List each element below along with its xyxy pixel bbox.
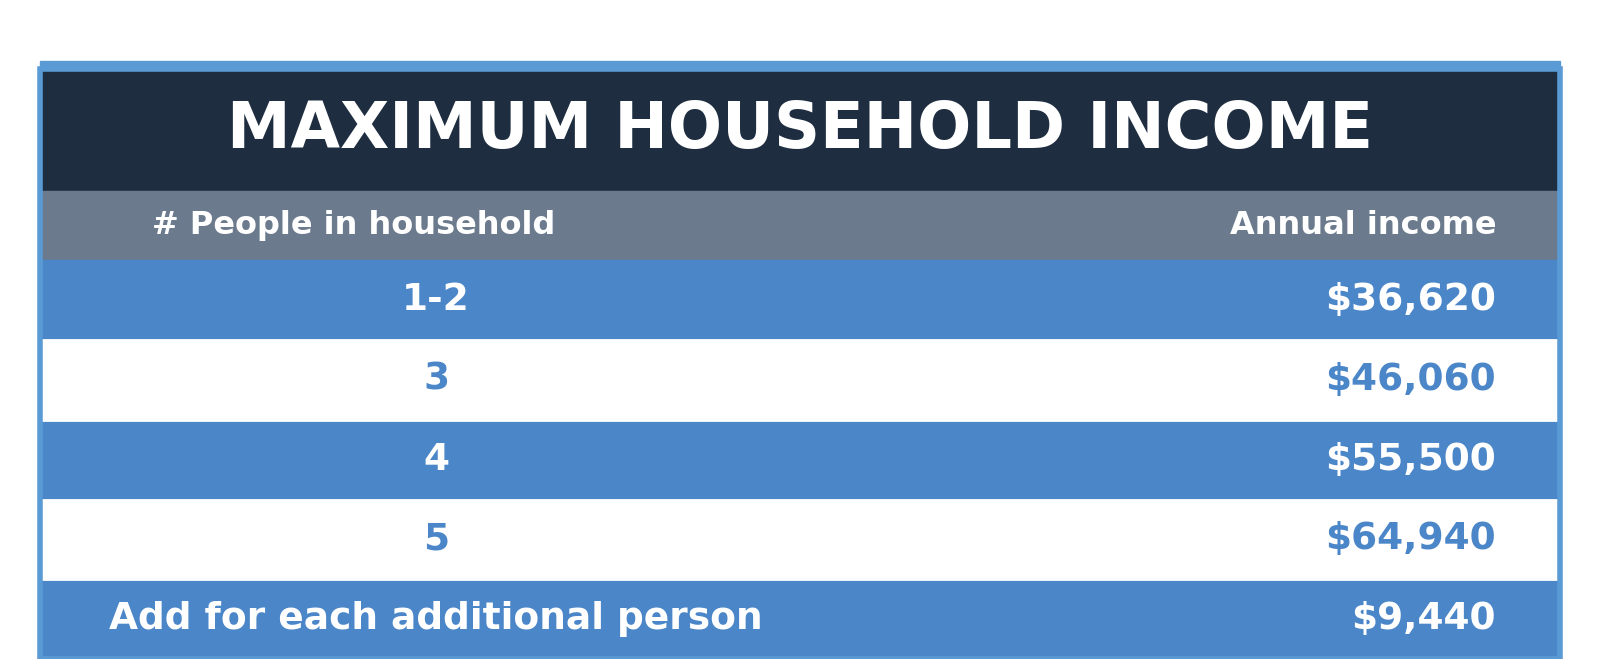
Bar: [40, 260, 1560, 340]
Text: Add for each additional person: Add for each additional person: [109, 601, 763, 637]
Bar: [40, 69, 1560, 659]
Bar: [40, 340, 1560, 420]
Bar: [40, 420, 1560, 500]
Text: 1-2: 1-2: [402, 282, 470, 318]
Text: Annual income: Annual income: [1229, 210, 1496, 241]
Bar: [40, 69, 1560, 191]
Text: # People in household: # People in household: [152, 210, 555, 241]
Text: 5: 5: [422, 521, 450, 558]
Bar: [40, 61, 1560, 69]
Text: 4: 4: [422, 442, 450, 478]
Bar: [40, 579, 1560, 659]
Bar: [40, 500, 1560, 579]
Text: 3: 3: [422, 362, 450, 398]
Text: $64,940: $64,940: [1325, 521, 1496, 558]
Text: $9,440: $9,440: [1352, 601, 1496, 637]
Bar: [40, 191, 1560, 260]
Text: $55,500: $55,500: [1325, 442, 1496, 478]
Text: MAXIMUM HOUSEHOLD INCOME: MAXIMUM HOUSEHOLD INCOME: [227, 99, 1373, 161]
Text: $46,060: $46,060: [1325, 362, 1496, 398]
Text: $36,620: $36,620: [1325, 282, 1496, 318]
